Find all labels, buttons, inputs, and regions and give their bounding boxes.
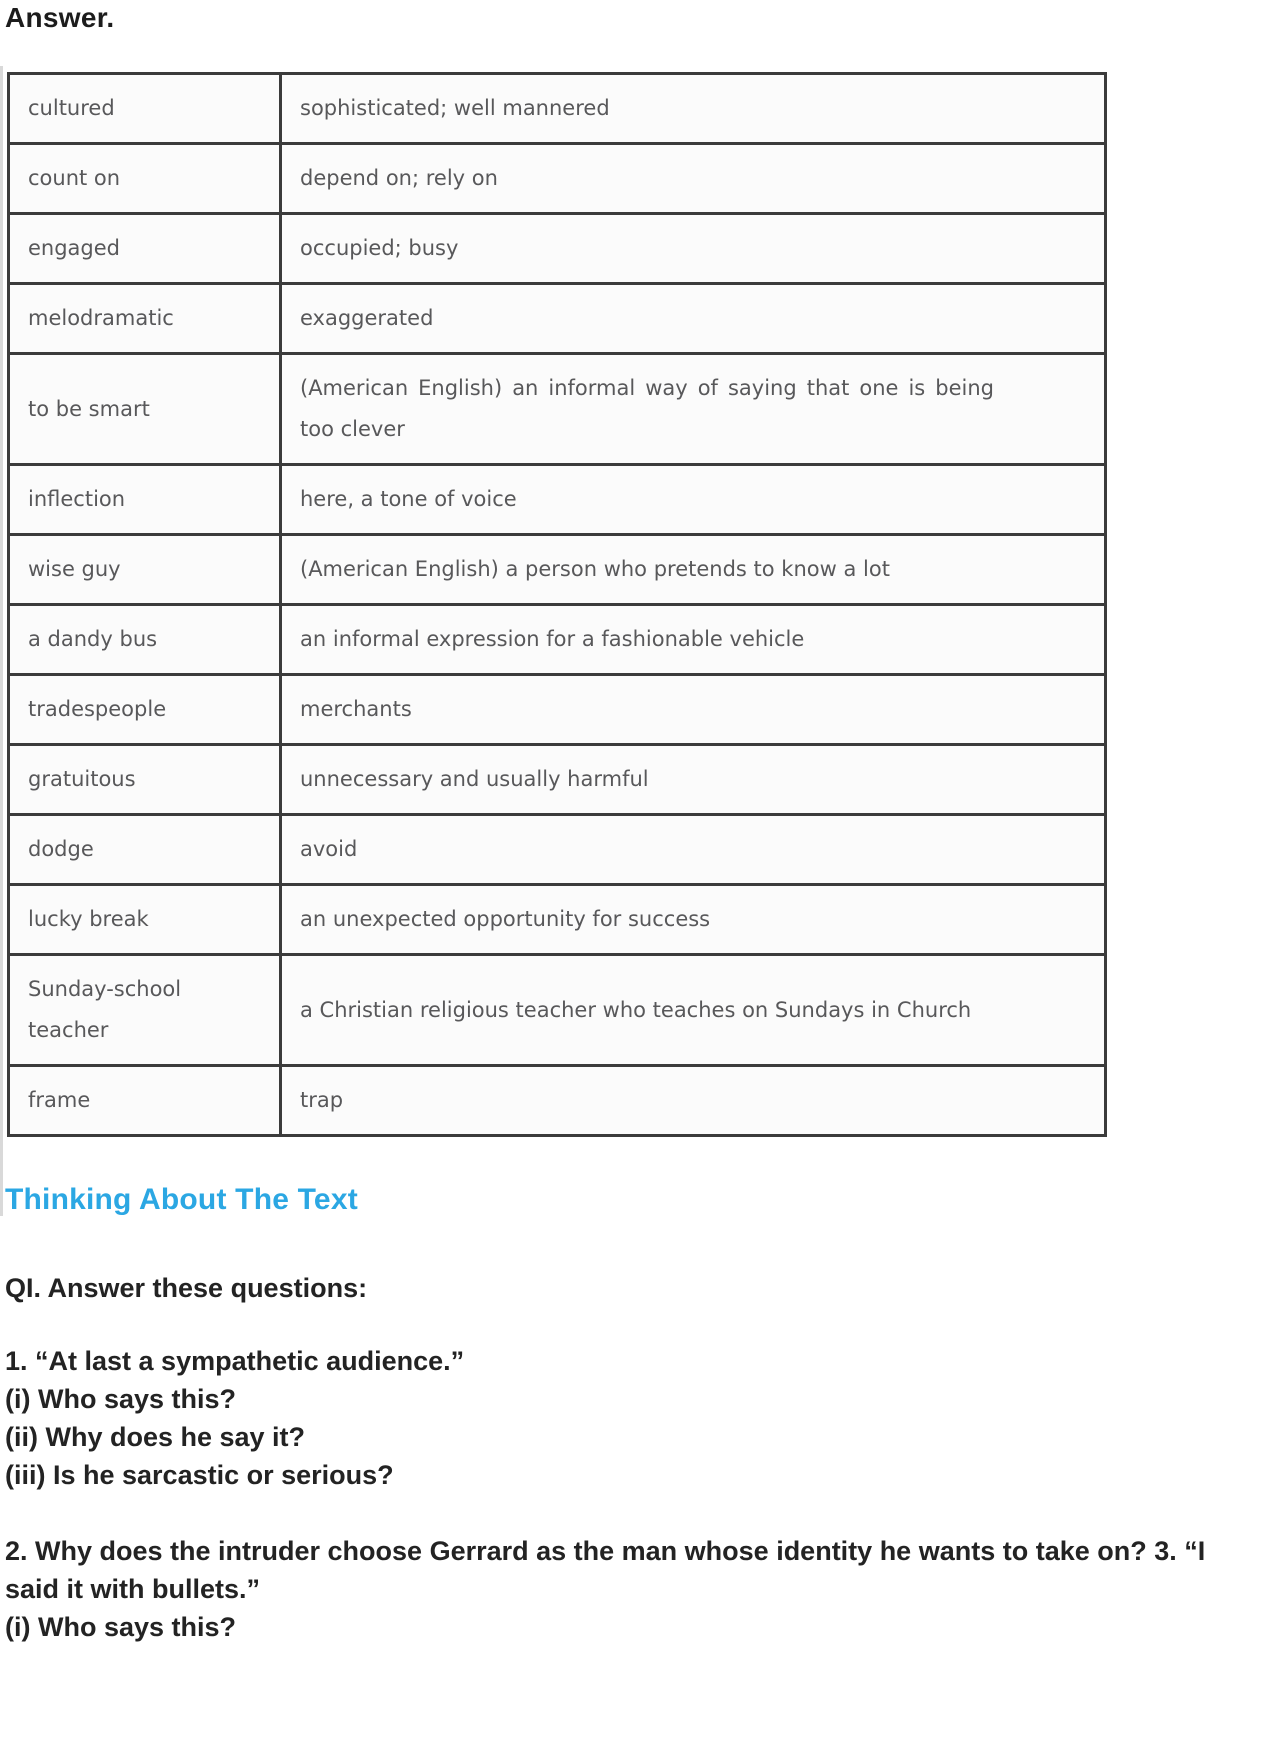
term-cell: inflection <box>7 463 282 536</box>
table-row: frame trap <box>7 1064 1107 1137</box>
term-cell: engaged <box>7 212 282 285</box>
table-row: gratuitous unnecessary and usually harmfu… <box>7 743 1107 816</box>
table-row: wise guy (American English) a person who … <box>7 533 1107 606</box>
definition-cell: (American English) an informal way of sa… <box>279 352 1107 466</box>
term-cell: lucky break <box>7 883 282 956</box>
definition-cell: occupied; busy <box>279 212 1107 285</box>
term-cell: dodge <box>7 813 282 886</box>
term-cell: count on <box>7 142 282 215</box>
table-row: to be smart (American English) an informa… <box>7 352 1107 466</box>
definition-cell: depend on; rely on <box>279 142 1107 215</box>
definition-cell: here, a tone of voice <box>279 463 1107 536</box>
question-1-block: 1. “At last a sympathetic audience.” (i)… <box>5 1342 1256 1494</box>
table-row: tradespeople merchants <box>7 673 1107 746</box>
table-row: cultured sophisticated; well mannered <box>7 72 1107 145</box>
definition-cell: an unexpected opportunity for success <box>279 883 1107 956</box>
table-row: engaged occupied; busy <box>7 212 1107 285</box>
term-cell: to be smart <box>7 352 282 466</box>
section-heading: Thinking About The Text <box>5 1183 358 1216</box>
term-cell: wise guy <box>7 533 282 606</box>
term-cell: gratuitous <box>7 743 282 816</box>
definition-cell: avoid <box>279 813 1107 886</box>
question-1-sub-iii: (iii) Is he sarcastic or serious? <box>5 1460 394 1490</box>
definition-cell: an informal expression for a fashionable… <box>279 603 1107 676</box>
definition-cell: unnecessary and usually harmful <box>279 743 1107 816</box>
question-2-sub-i: (i) Who says this? <box>5 1612 237 1642</box>
definition-cell: sophisticated; well mannered <box>279 72 1107 145</box>
term-cell: cultured <box>7 72 282 145</box>
definition-cell: trap <box>279 1064 1107 1137</box>
table-row: Sunday-school teacher a Christian religio… <box>7 953 1107 1067</box>
table-row: melodramatic exaggerated <box>7 282 1107 355</box>
definition-cell: (American English) a person who pretends… <box>279 533 1107 606</box>
table-row: lucky break an unexpected opportunity for… <box>7 883 1107 956</box>
question-2-block: 2. Why does the intruder choose Gerrard … <box>5 1532 1256 1646</box>
questions-intro: QI. Answer these questions: <box>5 1273 368 1303</box>
question-1-sub-i: (i) Who says this? <box>5 1384 237 1414</box>
left-edge-rule <box>0 66 3 1216</box>
table-row: inflection here, a tone of voice <box>7 463 1107 536</box>
question-1-text: 1. “At last a sympathetic audience.” <box>5 1346 465 1376</box>
definition-cell: exaggerated <box>279 282 1107 355</box>
term-cell: melodramatic <box>7 282 282 355</box>
term-cell: a dandy bus <box>7 603 282 676</box>
definition-cell: a Christian religious teacher who teache… <box>279 953 1107 1067</box>
definition-cell: merchants <box>279 673 1107 746</box>
glossary-table-body: cultured sophisticated; well mannered coun… <box>7 72 1107 1137</box>
term-cell: tradespeople <box>7 673 282 746</box>
question-1-sub-ii: (ii) Why does he say it? <box>5 1422 306 1452</box>
term-cell: frame <box>7 1064 282 1137</box>
document: Answer. cultured sophisticated; well mann… <box>5 2 1256 1646</box>
table-row: count on depend on; rely on <box>7 142 1107 215</box>
table-row: dodge avoid <box>7 813 1107 886</box>
answer-heading: Answer. <box>5 2 115 33</box>
table-row: a dandy bus an informal expression for a … <box>7 603 1107 676</box>
term-cell: Sunday-school teacher <box>7 953 282 1067</box>
glossary-table: cultured sophisticated; well mannered coun… <box>7 72 1107 1137</box>
question-2-text: 2. Why does the intruder choose Gerrard … <box>5 1536 1206 1604</box>
